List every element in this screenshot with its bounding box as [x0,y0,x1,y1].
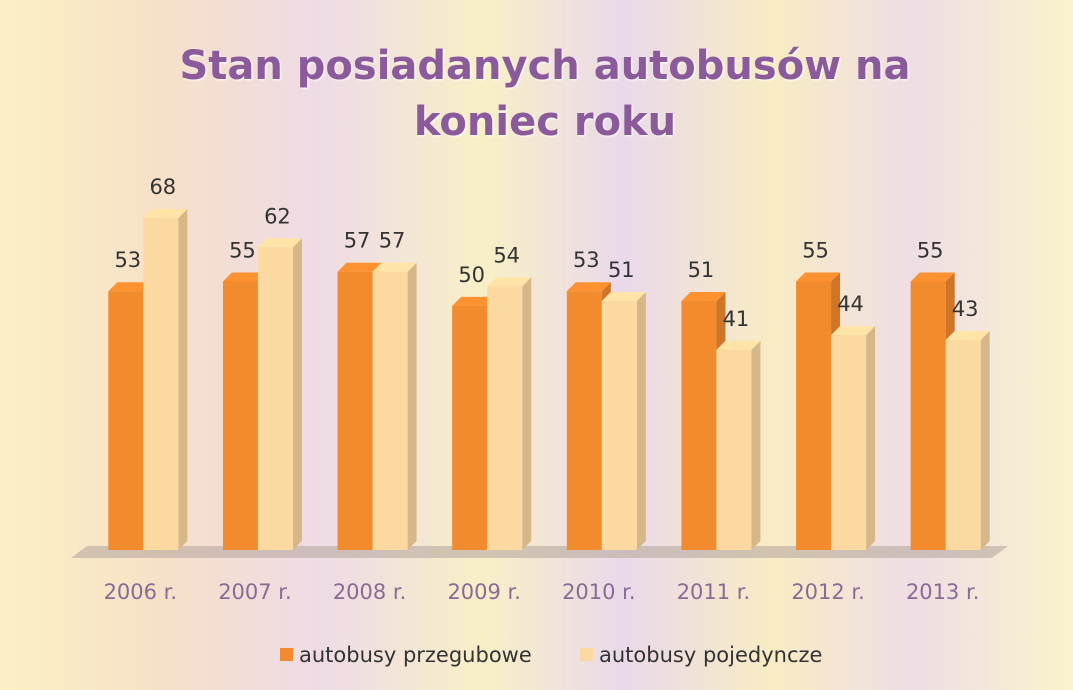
legend-swatch [280,648,293,661]
bar [257,238,302,550]
data-label: 68 [149,175,176,199]
data-label: 53 [114,248,141,272]
bar [716,340,761,550]
legend-swatch [580,648,593,661]
x-tick-label: 2011 r. [677,580,751,604]
data-label: 54 [493,243,520,267]
bar [831,326,876,550]
data-label: 43 [952,297,979,321]
chart-title: Stan posiadanych autobusów na koniec rok… [179,43,911,145]
legend-label: autobusy przegubowe [299,643,532,667]
data-label: 51 [688,258,715,282]
data-label: 55 [917,238,944,262]
data-label: 51 [608,258,635,282]
data-label: 50 [458,263,485,287]
data-label: 44 [837,292,864,316]
data-label: 57 [344,229,371,253]
data-label: 55 [802,238,829,262]
data-label: 53 [573,248,600,272]
x-tick-label: 2008 r. [333,580,407,604]
data-label: 41 [723,307,750,331]
legend-label: autobusy pojedyncze [599,643,822,667]
bar [601,292,646,550]
bar [487,277,532,550]
x-tick-label: 2007 r. [218,580,292,604]
floor [71,546,1008,558]
x-tick-label: 2012 r. [791,580,865,604]
x-tick-label: 2009 r. [447,580,521,604]
bar [945,331,990,550]
bar [372,262,417,550]
x-tick-label: 2006 r. [104,580,178,604]
data-label: 55 [229,238,256,262]
data-label: 57 [379,229,406,253]
bar [143,209,188,550]
x-tick-label: 2010 r. [562,580,636,604]
data-label: 62 [264,204,291,228]
x-tick-label: 2013 r. [906,580,980,604]
